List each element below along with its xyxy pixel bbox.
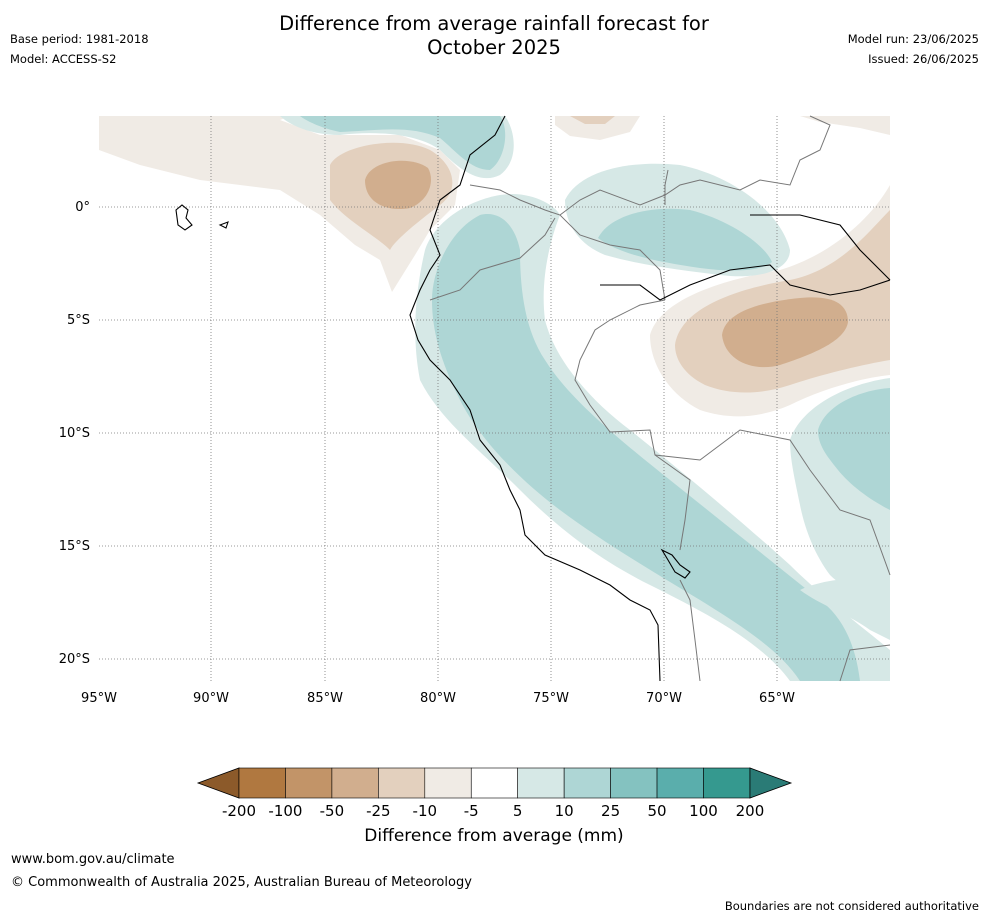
country-borders (429, 115, 891, 682)
dry-area-east-core (722, 297, 848, 368)
coastline-amazon (750, 214, 891, 281)
colorbar-label: Difference from average (mm) (364, 826, 624, 846)
colorbar-segment (563, 767, 611, 799)
map-fields (99, 116, 890, 681)
colorbar-segment (703, 767, 751, 799)
dry-area-top-small (555, 116, 640, 140)
border-brazil-north (664, 169, 669, 205)
colorbar-tick-label: 25 (601, 802, 620, 820)
colorbar-segment (470, 767, 519, 799)
dry-area-northwest-core (365, 160, 431, 210)
lat-label-0: 0° (75, 200, 90, 215)
base-period: Base period: 1981-2018 (10, 32, 149, 46)
lat-label-5s: 5°S (67, 313, 90, 328)
border-chile-bolivia (679, 579, 701, 682)
lon-label-85w: 85°W (307, 691, 343, 706)
coastline-pacific (409, 115, 661, 682)
colorbar-segment (656, 767, 704, 799)
rainfall-map: 95°W 90°W 85°W 80°W 75°W 70°W 65°W 0° 5°… (59, 115, 891, 706)
title-line-2: October 2025 (427, 36, 561, 59)
wet-area-central-core (598, 208, 772, 271)
colorbar-segment (331, 767, 379, 799)
lon-label-70w: 70°W (646, 691, 682, 706)
colorbar-tick-label: 100 (689, 802, 718, 820)
border-ecuador-peru (429, 217, 556, 301)
coastline-amazon-river (600, 264, 891, 301)
dry-area-top-right (800, 116, 890, 135)
coastline-galapagos-2 (218, 221, 229, 229)
colorbar-segments (196, 767, 793, 799)
lon-label-65w: 65°W (759, 691, 795, 706)
lon-label-95w: 95°W (81, 691, 117, 706)
lat-label-10s: 10°S (59, 426, 90, 441)
model-name: Model: ACCESS-S2 (10, 52, 117, 66)
colorbar-tick-label: -5 (464, 802, 479, 820)
border-argentina (839, 644, 891, 682)
colorbar-tick-label: -25 (366, 802, 391, 820)
meta-right: Model run: 23/06/2025 Issued: 26/06/2025 (848, 32, 979, 72)
gridlines (99, 116, 890, 681)
footer-disclaimer: Boundaries are not considered authoritat… (724, 899, 979, 913)
colorbar-tick-label: 200 (736, 802, 765, 820)
lon-label-90w: 90°W (193, 691, 229, 706)
wet-area-far-east (800, 578, 890, 640)
colorbar-tick-label: 5 (513, 802, 523, 820)
issued-date: Issued: 26/06/2025 (868, 52, 979, 66)
colorbar-tick-label: -100 (268, 802, 302, 820)
colorbar: -200 -100 -50 -25 -10 -5 5 10 25 50 100 200 (196, 767, 793, 820)
lon-label-75w: 75°W (533, 691, 569, 706)
colorbar-segment (285, 767, 333, 799)
lake-titicaca (660, 548, 691, 579)
footer-copyright: © Commonwealth of Australia 2025, Austra… (11, 875, 472, 890)
wet-band-coastal-outer (415, 194, 890, 681)
meta-left: Base period: 1981-2018 Model: ACCESS-S2 (10, 32, 149, 72)
colorbar-tick-label: -50 (320, 802, 345, 820)
colorbar-tick-label: 10 (555, 802, 574, 820)
wet-band-coastal-inner (432, 214, 860, 681)
wet-area-north-core (300, 116, 506, 170)
footer-url: www.bom.gov.au/climate (11, 852, 175, 867)
colorbar-tick-label: -10 (413, 802, 438, 820)
coastline-galapagos-1 (175, 204, 193, 231)
title-line-1: Difference from average rainfall forecas… (279, 12, 709, 35)
lon-label-80w: 80°W (420, 691, 456, 706)
border-peru-brazil (574, 299, 691, 551)
wet-area-southeast-core (818, 388, 890, 510)
border-venezuela (559, 115, 831, 216)
model-run-date: Model run: 23/06/2025 (847, 32, 979, 46)
axis-labels: 95°W 90°W 85°W 80°W 75°W 70°W 65°W 0° 5°… (59, 200, 795, 706)
colorbar-segment (517, 767, 565, 799)
colorbar-arrow-high (749, 767, 793, 799)
border-colombia-ecuador (469, 184, 666, 301)
lat-label-20s: 20°S (59, 652, 90, 667)
border-bolivia (654, 429, 891, 576)
colorbar-segment (424, 767, 472, 799)
colorbar-tick-label: -200 (222, 802, 256, 820)
colorbar-segment (238, 767, 286, 799)
map-title: Difference from average rainfall forecas… (0, 12, 988, 60)
dry-area-top-small-core (570, 116, 615, 124)
colorbar-segment (378, 767, 426, 799)
lat-label-15s: 15°S (59, 539, 90, 554)
colorbar-segment (610, 767, 658, 799)
colorbar-tick-label: 50 (648, 802, 667, 820)
coastlines (175, 115, 891, 682)
colorbar-ticks: -200 -100 -50 -25 -10 -5 5 10 25 50 100 200 (222, 802, 764, 820)
colorbar-arrow-low (196, 767, 240, 799)
